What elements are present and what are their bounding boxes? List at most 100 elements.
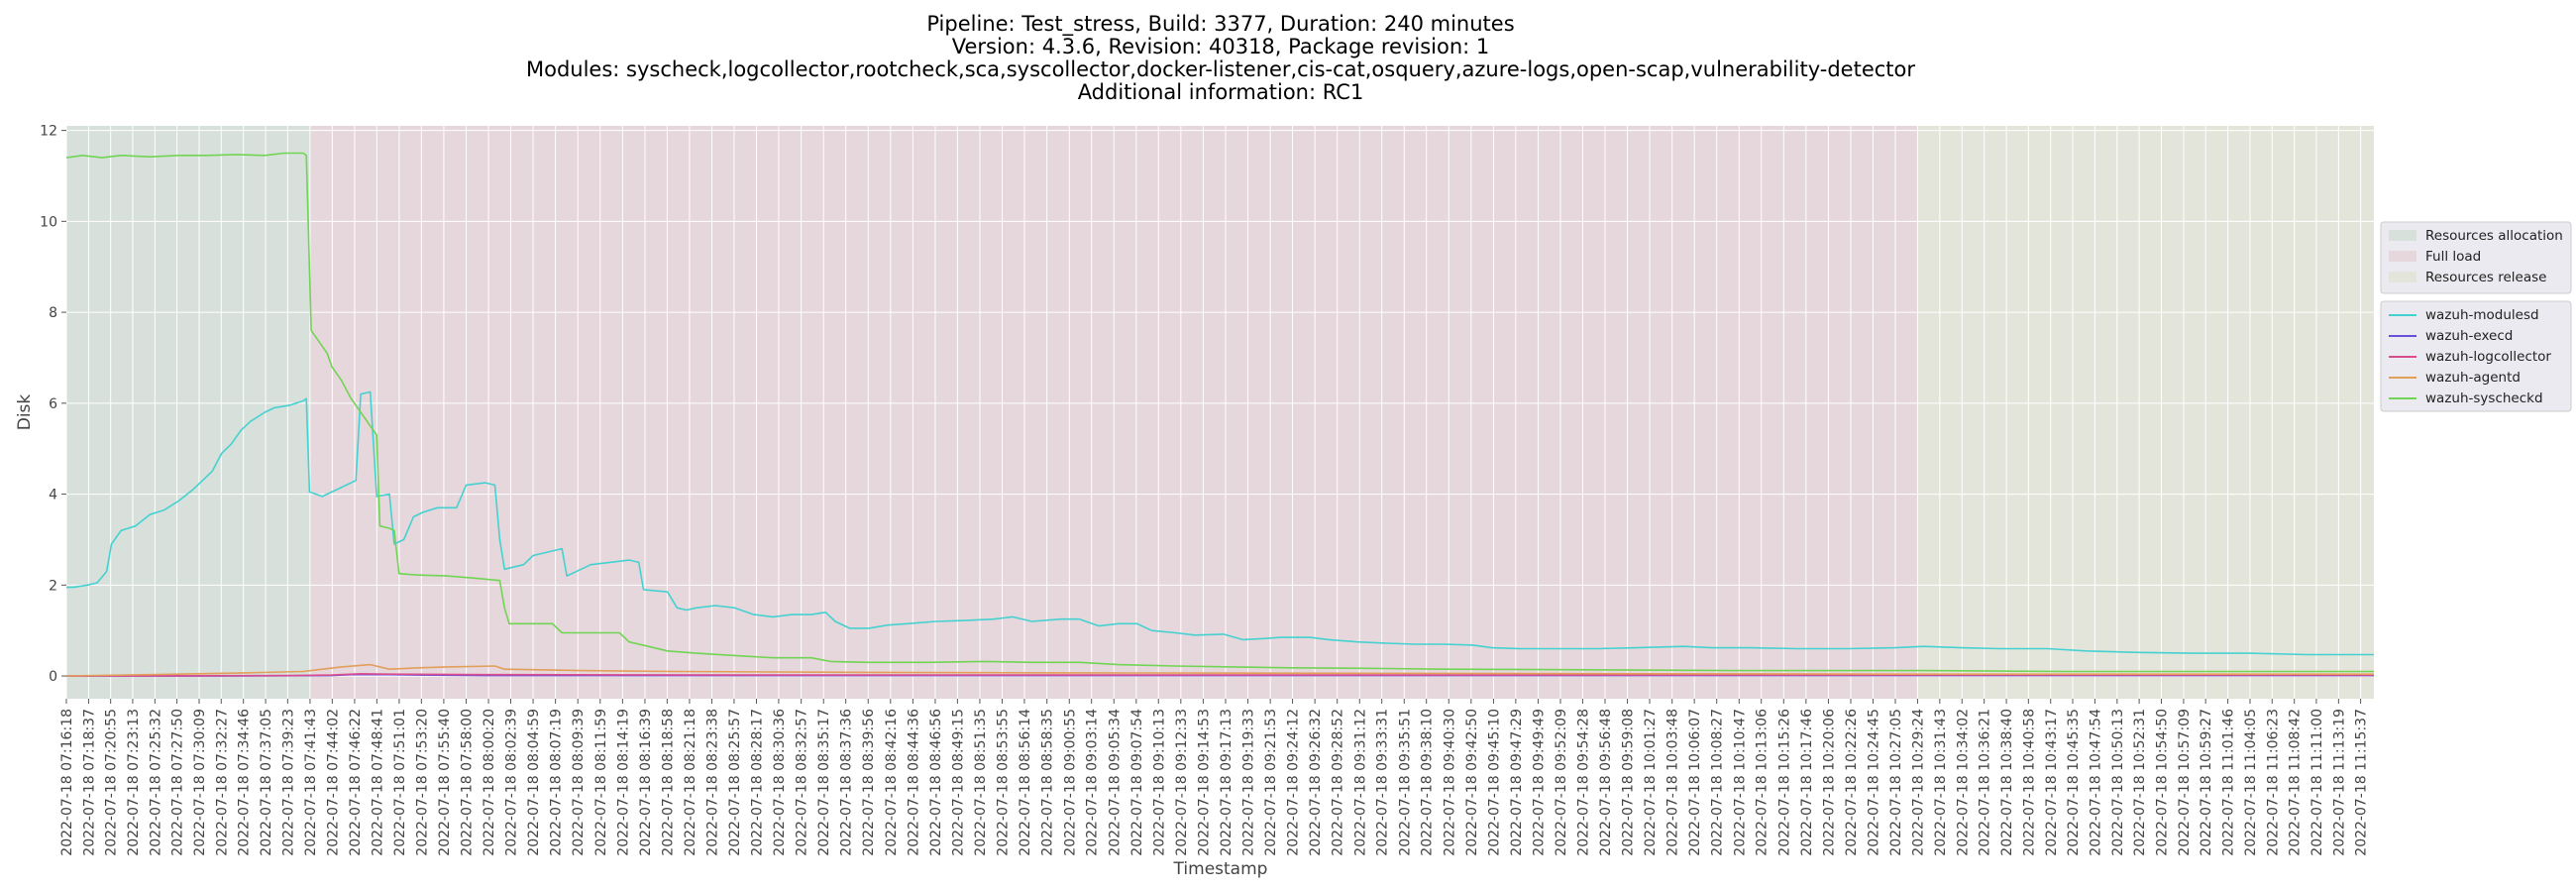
x-tick-label-76: 2022-07-18 10:10:47 <box>1732 709 1748 856</box>
phase-band-1 <box>66 126 310 699</box>
x-tick-label-91: 2022-07-18 10:45:35 <box>2066 709 2082 856</box>
x-tick-label-100: 2022-07-18 11:06:23 <box>2265 709 2281 856</box>
x-tick-label-61: 2022-07-18 09:35:51 <box>1397 709 1413 856</box>
x-tick-label-32: 2022-07-18 08:28:17 <box>750 709 766 856</box>
legend-series-label-4: wazuh-agentd <box>2425 370 2521 386</box>
x-axis: 2022-07-18 07:16:18 2022-07-18 07:18:37 20… <box>59 699 2370 856</box>
x-tick-label-21: 2022-07-18 08:02:39 <box>503 709 519 856</box>
chart-title: Pipeline: Test_stress, Build: 3377, Dura… <box>526 12 1915 104</box>
x-tick-label-50: 2022-07-18 09:10:13 <box>1151 709 1167 856</box>
legend-phase-label-1: Resources allocation <box>2425 228 2563 244</box>
x-tick-label-16: 2022-07-18 07:51:01 <box>392 709 408 856</box>
x-tick-label-95: 2022-07-18 10:54:50 <box>2155 709 2171 856</box>
x-tick-label-35: 2022-07-18 08:35:17 <box>816 709 832 856</box>
x-tick-label-74: 2022-07-18 10:06:07 <box>1687 709 1703 856</box>
series-line-wazuh-logcollector <box>65 672 2374 677</box>
grid-lines <box>65 126 2374 699</box>
legend-series-label-3: wazuh-logcollector <box>2425 349 2551 365</box>
y-tick-label-2: 2 <box>49 578 57 594</box>
x-tick-label-42: 2022-07-18 08:51:35 <box>973 709 989 856</box>
legend-phase-label-2: Full load <box>2425 249 2481 265</box>
x-tick-label-9: 2022-07-18 07:34:46 <box>237 709 253 856</box>
x-tick-label-52: 2022-07-18 09:14:53 <box>1196 709 1212 856</box>
x-tick-label-19: 2022-07-18 07:58:00 <box>459 709 475 856</box>
legend-series-label-1: wazuh-modulesd <box>2425 307 2539 323</box>
x-tick-label-104: 2022-07-18 11:15:37 <box>2354 709 2370 856</box>
title-line-2: Version: 4.3.6, Revision: 40318, Package… <box>952 35 1490 58</box>
legend-phase-label-3: Resources release <box>2425 270 2546 285</box>
x-axis-label: Timestamp <box>1173 859 1268 879</box>
x-tick-label-33: 2022-07-18 08:30:36 <box>772 709 788 856</box>
y-tick-label-1: 0 <box>49 669 57 685</box>
title-line-4: Additional information: RC1 <box>1078 80 1364 104</box>
x-tick-label-51: 2022-07-18 09:12:33 <box>1174 709 1190 856</box>
x-tick-label-54: 2022-07-18 09:19:33 <box>1241 709 1257 856</box>
x-tick-label-64: 2022-07-18 09:42:50 <box>1464 709 1480 856</box>
x-tick-label-85: 2022-07-18 10:31:43 <box>1933 709 1949 856</box>
legend-phases-box <box>2380 221 2572 294</box>
x-tick-label-48: 2022-07-18 09:05:34 <box>1107 709 1123 856</box>
x-tick-label-27: 2022-07-18 08:16:39 <box>638 709 654 856</box>
x-tick-label-68: 2022-07-18 09:52:09 <box>1554 709 1569 856</box>
x-tick-label-44: 2022-07-18 08:56:14 <box>1018 709 1033 856</box>
x-tick-label-86: 2022-07-18 10:34:02 <box>1955 709 1971 856</box>
legend-phase-swatch-2 <box>2389 251 2416 262</box>
x-tick-label-30: 2022-07-18 08:23:38 <box>705 709 721 856</box>
x-tick-label-3: 2022-07-18 07:20:55 <box>104 709 120 856</box>
x-tick-label-11: 2022-07-18 07:39:23 <box>280 709 296 856</box>
x-tick-label-88: 2022-07-18 10:38:40 <box>1999 709 2015 856</box>
x-tick-label-97: 2022-07-18 10:59:27 <box>2199 709 2214 856</box>
plot-area <box>65 126 2374 699</box>
x-tick-label-34: 2022-07-18 08:32:57 <box>795 709 810 856</box>
x-tick-label-89: 2022-07-18 10:40:58 <box>2021 709 2037 856</box>
x-tick-label-77: 2022-07-18 10:13:06 <box>1755 709 1771 856</box>
x-tick-label-14: 2022-07-18 07:46:22 <box>348 709 364 856</box>
x-tick-label-99: 2022-07-18 11:04:05 <box>2243 709 2259 856</box>
x-tick-label-60: 2022-07-18 09:33:31 <box>1375 709 1391 856</box>
x-tick-label-17: 2022-07-18 07:53:20 <box>414 709 430 856</box>
x-tick-label-13: 2022-07-18 07:44:02 <box>325 709 341 856</box>
x-tick-label-6: 2022-07-18 07:27:50 <box>170 709 186 856</box>
x-tick-label-82: 2022-07-18 10:24:45 <box>1866 709 1881 856</box>
x-tick-label-93: 2022-07-18 10:50:13 <box>2110 709 2126 856</box>
legend-phase-swatch-3 <box>2389 272 2416 282</box>
x-tick-label-92: 2022-07-18 10:47:54 <box>2088 709 2103 856</box>
x-tick-label-63: 2022-07-18 09:40:30 <box>1442 709 1457 856</box>
x-tick-label-23: 2022-07-18 08:07:19 <box>549 709 565 856</box>
x-tick-label-98: 2022-07-18 11:01:46 <box>2221 709 2237 856</box>
x-tick-label-24: 2022-07-18 08:09:39 <box>571 709 587 856</box>
x-tick-label-36: 2022-07-18 08:37:36 <box>839 709 855 856</box>
y-tick-label-4: 6 <box>49 396 57 412</box>
x-tick-label-87: 2022-07-18 10:36:21 <box>1978 709 1993 856</box>
x-tick-label-69: 2022-07-18 09:54:28 <box>1575 709 1591 856</box>
y-tick-label-3: 4 <box>49 488 57 503</box>
phase-band-3 <box>1917 126 2374 699</box>
x-tick-label-62: 2022-07-18 09:38:10 <box>1420 709 1436 856</box>
x-tick-label-1: 2022-07-18 07:16:18 <box>59 709 75 856</box>
x-tick-label-83: 2022-07-18 10:27:05 <box>1888 709 1904 856</box>
x-tick-label-73: 2022-07-18 10:03:48 <box>1665 709 1681 856</box>
x-tick-label-57: 2022-07-18 09:26:32 <box>1308 709 1324 856</box>
x-tick-label-59: 2022-07-18 09:31:12 <box>1352 709 1368 856</box>
x-tick-label-10: 2022-07-18 07:37:05 <box>259 709 274 856</box>
x-tick-label-66: 2022-07-18 09:47:29 <box>1509 709 1525 856</box>
x-tick-label-46: 2022-07-18 09:00:55 <box>1062 709 1078 856</box>
y-axis: 0 2 4 6 8 10 12 <box>40 124 66 685</box>
x-tick-label-18: 2022-07-18 07:55:40 <box>437 709 453 856</box>
legend-series-box <box>2380 300 2572 412</box>
series-line-wazuh-agentd <box>65 663 2374 677</box>
x-tick-label-78: 2022-07-18 10:15:26 <box>1776 709 1792 856</box>
x-tick-label-71: 2022-07-18 09:59:08 <box>1621 709 1637 856</box>
x-tick-label-45: 2022-07-18 08:58:35 <box>1040 709 1056 856</box>
x-tick-label-5: 2022-07-18 07:25:32 <box>148 709 163 856</box>
x-tick-label-2: 2022-07-18 07:18:37 <box>81 709 97 856</box>
y-tick-label-7: 12 <box>40 124 57 140</box>
x-tick-label-84: 2022-07-18 10:29:24 <box>1910 709 1926 856</box>
legend-series-label-2: wazuh-execd <box>2425 328 2513 344</box>
series-lines <box>65 152 2374 677</box>
x-tick-label-53: 2022-07-18 09:17:13 <box>1219 709 1234 856</box>
title-line-1: Pipeline: Test_stress, Build: 3377, Dura… <box>926 12 1514 37</box>
x-tick-label-70: 2022-07-18 09:56:48 <box>1598 709 1614 856</box>
x-tick-label-58: 2022-07-18 09:28:52 <box>1331 709 1346 856</box>
